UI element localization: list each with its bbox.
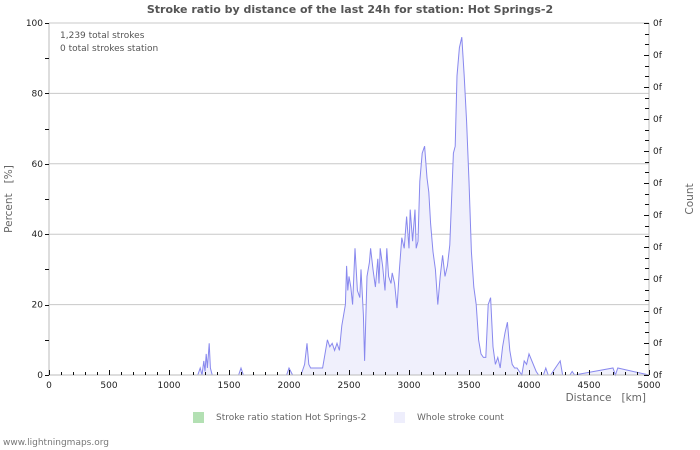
x-tick-label: 3000 bbox=[398, 381, 421, 391]
chart-title: Stroke ratio by distance of the last 24h… bbox=[146, 3, 554, 16]
y-tick-label-right: 0f bbox=[653, 211, 663, 221]
y-tick-label-right: 0f bbox=[653, 243, 663, 253]
y-tick-label-left: 0 bbox=[37, 371, 43, 381]
y-tick-label-right: 0f bbox=[653, 179, 663, 189]
x-tick-label: 2000 bbox=[278, 381, 301, 391]
grid-lines bbox=[49, 22, 649, 306]
x-tick-label: 1500 bbox=[218, 381, 241, 391]
whole-stroke-count-area bbox=[49, 37, 649, 375]
legend-label: Whole stroke count bbox=[417, 412, 504, 423]
x-tick-label: 0 bbox=[46, 381, 52, 391]
y-tick-label-left: 40 bbox=[32, 230, 44, 240]
y-tick-label-left: 20 bbox=[32, 301, 44, 311]
footer-credit: www.lightningmaps.org bbox=[3, 438, 109, 448]
x-tick-label: 2500 bbox=[338, 381, 361, 391]
y-tick-label-right: 0f bbox=[653, 19, 663, 29]
y-tick-label-right: 0f bbox=[653, 275, 663, 285]
x-tick-label: 4500 bbox=[578, 381, 601, 391]
y-tick-label-left: 100 bbox=[26, 19, 43, 29]
y-tick-label-right: 0f bbox=[653, 115, 663, 125]
y-tick-label-right: 0f bbox=[653, 147, 663, 157]
y-axis-left-title: Percent [%] bbox=[3, 165, 15, 233]
total-strokes-label: 1,239 total strokes bbox=[60, 31, 145, 41]
y-tick-label-right: 0f bbox=[653, 339, 663, 349]
x-tick-label: 500 bbox=[100, 381, 117, 391]
y-tick-label-right: 0f bbox=[653, 83, 663, 93]
x-tick-label: 4000 bbox=[518, 381, 541, 391]
legend: Stroke ratio station Hot Springs-2 Whole… bbox=[0, 412, 700, 426]
whole-stroke-count-line bbox=[49, 36, 650, 377]
x-tick-label: 5000 bbox=[638, 381, 661, 391]
y-tick-label-left: 80 bbox=[32, 89, 44, 99]
y-tick-label-right: 0f bbox=[653, 371, 663, 381]
legend-label: Stroke ratio station Hot Springs-2 bbox=[216, 412, 367, 423]
station-strokes-label: 0 total strokes station bbox=[60, 44, 158, 54]
x-axis-title: Distance [km] bbox=[566, 392, 646, 404]
axes: 0 500 1000 1500 2000 2500 3000 3500 4000 4500 5000… bbox=[26, 19, 663, 391]
legend-item-whole-count: Whole stroke count bbox=[394, 412, 504, 423]
y-tick-label-left: 60 bbox=[32, 160, 44, 170]
y-tick-label-right: 0f bbox=[653, 51, 663, 61]
x-tick-label: 3500 bbox=[458, 381, 481, 391]
legend-swatch-green bbox=[193, 412, 204, 423]
x-tick-label: 1000 bbox=[158, 381, 181, 391]
legend-swatch-lavender bbox=[394, 412, 405, 423]
y-axis-right-title: Count bbox=[684, 183, 696, 214]
y-tick-label-right: 0f bbox=[653, 307, 663, 317]
legend-item-station-ratio: Stroke ratio station Hot Springs-2 bbox=[193, 412, 366, 423]
